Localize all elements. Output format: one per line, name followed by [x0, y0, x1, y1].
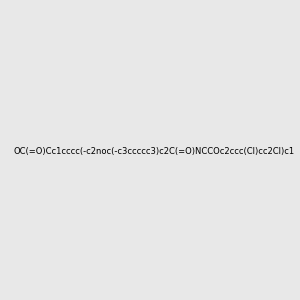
Text: OC(=O)Cc1cccc(-c2noc(-c3ccccc3)c2C(=O)NCCOc2ccc(Cl)cc2Cl)c1: OC(=O)Cc1cccc(-c2noc(-c3ccccc3)c2C(=O)NC… [13, 147, 294, 156]
